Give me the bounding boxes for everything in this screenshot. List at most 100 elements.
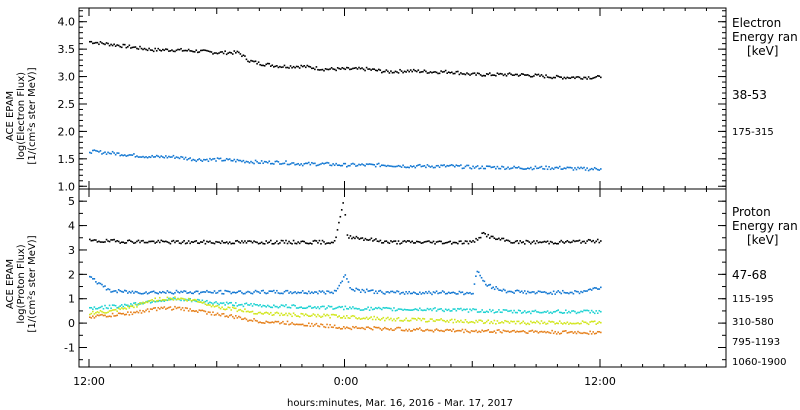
data-point [598,241,601,244]
data-point [339,215,342,218]
data-point [139,45,141,48]
data-point [101,241,103,243]
data-point [388,318,391,321]
data-point [446,164,448,167]
data-point [537,73,540,76]
data-point [546,331,549,333]
data-point [253,162,255,165]
data-point [360,237,362,240]
data-point [552,290,555,293]
data-point [548,312,550,314]
data-point [485,235,488,238]
data-point [517,166,520,168]
data-point [390,307,392,310]
data-point [393,240,395,242]
data-point [174,291,176,294]
data-point [169,50,172,52]
data-point [303,240,306,243]
data-point [504,73,506,76]
data-point [499,239,502,241]
data-point [344,274,347,276]
data-point [595,323,598,325]
data-point [309,305,312,308]
data-point [196,298,199,301]
data-point [346,314,348,317]
data-point [361,288,364,291]
data-point [268,241,271,243]
data-point [399,326,401,329]
data-point [314,323,316,326]
data-point [384,70,386,73]
data-point [382,327,385,330]
data-point [412,328,415,331]
data-point [561,323,564,325]
data-point [566,292,569,294]
data-point [368,327,371,329]
data-point [527,332,529,334]
data-point [377,162,380,165]
data-point [355,307,357,310]
data-point [375,238,377,240]
data-point [554,310,556,313]
data-point [546,310,549,312]
data-point [589,168,591,171]
data-point [209,304,211,306]
data-point [452,241,455,244]
data-point [247,320,249,322]
data-point [330,313,333,316]
data-point [149,291,152,293]
data-point [390,70,392,72]
data-point [362,309,365,311]
data-point [578,167,581,170]
data-point [212,158,214,160]
data-point [324,68,327,70]
data-point [241,318,243,321]
data-point [136,304,138,306]
data-point [276,65,278,67]
data-point [122,154,125,157]
data-point [196,51,199,54]
data-point [435,241,438,243]
data-point [482,167,485,170]
data-point [315,315,318,318]
data-point [501,73,503,75]
data-point [250,240,252,243]
data-point [181,291,184,294]
x-tick-label-2: 0:00 [334,375,359,388]
data-point [565,167,567,170]
data-point [338,315,341,317]
data-point [312,313,315,315]
data-point [479,167,482,170]
data-point [419,327,421,329]
data-point [259,304,261,306]
data-point [291,162,293,164]
data-point [381,308,383,311]
data-point [367,239,370,241]
data-point [256,160,258,163]
data-point [192,50,195,53]
data-point [90,306,93,309]
data-point [257,321,260,324]
data-point [256,62,258,65]
data-point [560,311,563,314]
data-point [473,72,476,74]
data-point [123,313,126,316]
data-point [548,292,550,295]
data-point [279,322,281,325]
data-point [245,242,248,244]
data-point [358,317,360,319]
data-point [187,299,190,301]
data-point [166,296,169,299]
data-point [130,47,132,49]
data-point [425,309,427,312]
data-point [592,311,594,313]
data-point [505,320,508,323]
data-point [583,290,585,292]
data-point [370,237,373,240]
data-point [577,166,579,169]
data-point [193,298,196,301]
data-point [148,240,150,243]
data-point [572,76,575,78]
data-point [587,333,590,335]
data-point [89,313,91,316]
